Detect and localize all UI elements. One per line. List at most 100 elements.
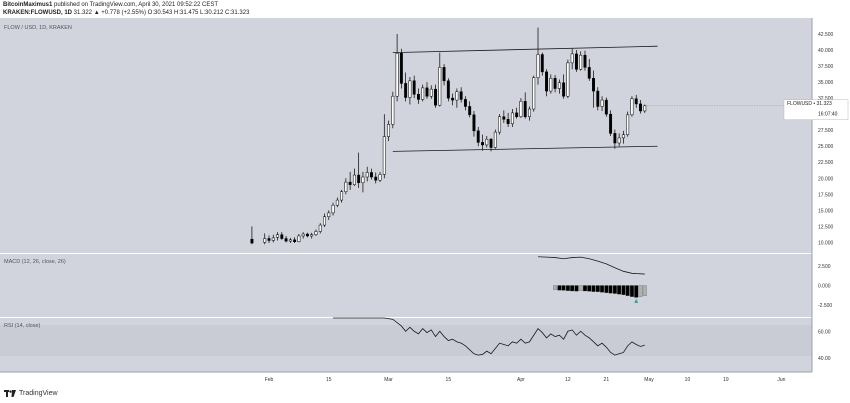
macd-histogram-bar[interactable] bbox=[574, 285, 579, 292]
candle-down[interactable] bbox=[425, 87, 429, 97]
macd-histogram-bar[interactable] bbox=[621, 285, 626, 295]
macd-histogram-bar[interactable] bbox=[557, 285, 562, 291]
candle-down[interactable] bbox=[489, 138, 493, 148]
price-pane[interactable] bbox=[0, 18, 812, 253]
macd-histogram-bar[interactable] bbox=[608, 285, 613, 294]
candle-up[interactable] bbox=[318, 224, 322, 232]
candle-up[interactable] bbox=[528, 108, 531, 117]
candle-down[interactable] bbox=[472, 114, 476, 132]
macd-histogram-bar[interactable] bbox=[638, 285, 643, 297]
candle-down[interactable] bbox=[412, 80, 416, 95]
rsi-line[interactable] bbox=[333, 317, 645, 356]
candle-up[interactable] bbox=[626, 114, 630, 135]
macd-histogram-bar[interactable] bbox=[565, 285, 570, 291]
candle-up[interactable] bbox=[566, 62, 570, 97]
channel-upper-line[interactable] bbox=[392, 45, 658, 54]
candle-down[interactable] bbox=[284, 238, 288, 242]
candle-up[interactable] bbox=[630, 98, 634, 116]
candle-down[interactable] bbox=[553, 78, 557, 89]
candle-down[interactable] bbox=[596, 90, 600, 107]
macd-histogram-bar[interactable] bbox=[595, 285, 600, 292]
candle-up[interactable] bbox=[352, 174, 356, 185]
macd-histogram-bar[interactable] bbox=[578, 285, 583, 291]
candle-down[interactable] bbox=[609, 113, 613, 134]
candle-up[interactable] bbox=[455, 91, 459, 101]
macd-histogram-bar[interactable] bbox=[604, 285, 609, 293]
candle-down[interactable] bbox=[604, 99, 608, 115]
macd-histogram-bar[interactable] bbox=[583, 285, 587, 292]
candle-up[interactable] bbox=[643, 105, 647, 112]
candle-up[interactable] bbox=[438, 67, 442, 106]
candle-up[interactable] bbox=[579, 54, 583, 70]
macd-histogram-bar[interactable] bbox=[642, 285, 647, 296]
candle-down[interactable] bbox=[481, 142, 484, 146]
macd-histogram-bar[interactable] bbox=[600, 285, 604, 293]
candle-up[interactable] bbox=[335, 199, 339, 206]
candle-up[interactable] bbox=[549, 78, 553, 92]
candle-down[interactable] bbox=[434, 88, 437, 106]
candle-down[interactable] bbox=[502, 116, 506, 120]
author-name[interactable]: BitcoinMaximus1 bbox=[3, 2, 53, 8]
candle-down[interactable] bbox=[639, 103, 642, 112]
candle-up[interactable] bbox=[340, 191, 344, 201]
candle-down[interactable] bbox=[374, 176, 378, 181]
candle-down[interactable] bbox=[587, 67, 591, 79]
macd-pane[interactable] bbox=[0, 254, 812, 317]
macd-histogram-bar[interactable] bbox=[612, 285, 617, 294]
candle-up[interactable] bbox=[365, 172, 369, 178]
macd-line[interactable] bbox=[537, 256, 645, 275]
candle-up[interactable] bbox=[331, 204, 335, 214]
candle-down[interactable] bbox=[446, 80, 450, 99]
candle-up[interactable] bbox=[600, 99, 604, 107]
macd-histogram-bar[interactable] bbox=[617, 285, 622, 295]
candle-down[interactable] bbox=[280, 234, 284, 239]
candle-up[interactable] bbox=[301, 233, 305, 237]
candle-up[interactable] bbox=[391, 95, 395, 125]
candle-up[interactable] bbox=[408, 80, 412, 98]
candle-up[interactable] bbox=[395, 53, 399, 97]
candle-up[interactable] bbox=[297, 235, 301, 242]
macd-histogram-bar[interactable] bbox=[630, 285, 634, 297]
candle-down[interactable] bbox=[523, 101, 527, 117]
candle-down[interactable] bbox=[562, 82, 566, 97]
candle-up[interactable] bbox=[557, 82, 561, 89]
candle-down[interactable] bbox=[451, 97, 455, 101]
candle-down[interactable] bbox=[592, 78, 595, 92]
candle-up[interactable] bbox=[323, 216, 326, 226]
candle-up[interactable] bbox=[519, 101, 523, 117]
candle-up[interactable] bbox=[327, 212, 331, 217]
candle-up[interactable] bbox=[429, 88, 433, 97]
candle-up[interactable] bbox=[288, 239, 292, 242]
candle-up[interactable] bbox=[510, 112, 514, 125]
candle-down[interactable] bbox=[545, 71, 548, 92]
candle-up[interactable] bbox=[536, 54, 540, 78]
candle-down[interactable] bbox=[250, 238, 254, 244]
candle-down[interactable] bbox=[305, 233, 309, 237]
candle-down[interactable] bbox=[357, 174, 361, 184]
candle-up[interactable] bbox=[493, 131, 497, 148]
candle-up[interactable] bbox=[344, 181, 348, 192]
candle-down[interactable] bbox=[476, 130, 480, 143]
candle-down[interactable] bbox=[634, 98, 638, 105]
candle-up[interactable] bbox=[310, 234, 314, 237]
candle-down[interactable] bbox=[613, 133, 617, 144]
macd-histogram-bar[interactable] bbox=[570, 285, 575, 292]
candle-down[interactable] bbox=[399, 53, 403, 84]
macd-histogram-bar[interactable] bbox=[587, 285, 592, 292]
candle-down[interactable] bbox=[574, 53, 578, 70]
candle-up[interactable] bbox=[314, 231, 318, 235]
channel-lower-line[interactable] bbox=[392, 145, 658, 152]
candle-up[interactable] bbox=[276, 234, 279, 238]
candle-up[interactable] bbox=[570, 53, 574, 64]
candle-down[interactable] bbox=[583, 54, 587, 68]
candle-down[interactable] bbox=[506, 119, 510, 125]
candle-up[interactable] bbox=[271, 237, 275, 241]
candle-up[interactable] bbox=[263, 238, 267, 243]
candle-up[interactable] bbox=[532, 77, 536, 110]
macd-histogram-bar[interactable] bbox=[634, 285, 639, 298]
candle-down[interactable] bbox=[468, 106, 472, 116]
candle-down[interactable] bbox=[459, 91, 463, 100]
candle-up[interactable] bbox=[498, 116, 502, 133]
candle-down[interactable] bbox=[417, 94, 420, 100]
candle-down[interactable] bbox=[463, 99, 467, 107]
